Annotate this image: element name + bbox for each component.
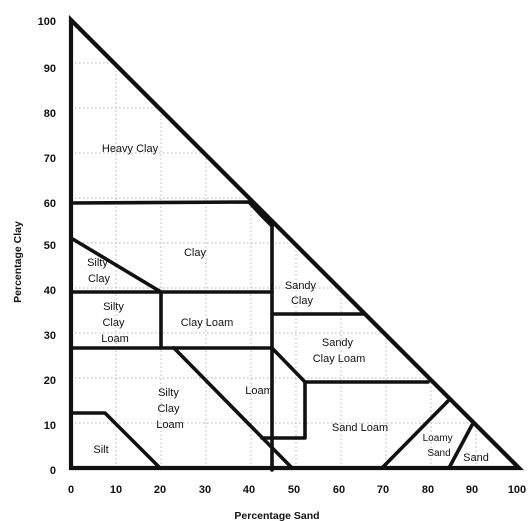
region-label-loamy-sand: Loamy Sand [423,433,456,459]
x-tick-label: 50 [288,484,300,496]
y-tick-label: 10 [44,420,56,432]
region-label-silty-clay-loam-lower: Silty Clay Loam [156,387,184,431]
x-tick-label: 80 [422,484,434,496]
triangle-outline [68,14,525,471]
y-tick-label: 80 [44,108,56,120]
x-tick-label: 90 [466,484,478,496]
region-label-sandy-clay-loam: Sandy Clay Loam [313,337,366,365]
region-label-heavy-clay: Heavy Clay [102,143,159,155]
x-tick-label: 100 [508,484,526,496]
x-tick-label: 40 [243,484,255,496]
y-tick-label: 100 [38,16,56,28]
x-tick-label: 20 [154,484,166,496]
region-label-silty-clay-loam-upper: Silty Clay Loam [101,301,129,345]
region-label-silty-clay: Silty Clay [87,257,111,285]
x-axis-ticks: 0 10 20 30 40 50 60 70 80 90 100 [68,484,526,496]
region-label-silt: Silt [93,444,108,456]
region-label-clay: Clay [184,247,207,259]
y-tick-label: 30 [44,330,56,342]
region-label-loam: Loam [245,385,273,397]
region-label-sand: Sand [463,452,489,464]
class-boundaries [69,200,474,472]
x-tick-label: 10 [110,484,122,496]
region-labels: Heavy Clay Clay Silty Clay Sandy Clay Si… [87,143,489,464]
y-tick-label: 40 [44,285,56,297]
region-label-sand-loam: Sand Loam [332,422,388,434]
x-tick-label: 60 [333,484,345,496]
y-tick-label: 90 [44,63,56,75]
y-tick-label: 50 [44,240,56,252]
y-axis-title: Percentage Clay [12,221,24,303]
region-label-sandy-clay: Sandy Clay [285,280,319,307]
x-tick-label: 30 [199,484,211,496]
y-tick-label: 60 [44,198,56,210]
x-tick-label: 0 [68,484,74,496]
y-axis-ticks: 0 10 20 30 40 50 60 70 80 90 100 [38,16,56,477]
y-tick-label: 0 [50,465,56,477]
region-label-clay-loam: Clay Loam [181,317,234,329]
y-tick-label: 20 [44,375,56,387]
x-tick-label: 70 [377,484,389,496]
y-tick-label: 70 [44,153,56,165]
x-axis-title: Percentage Sand [234,510,319,521]
